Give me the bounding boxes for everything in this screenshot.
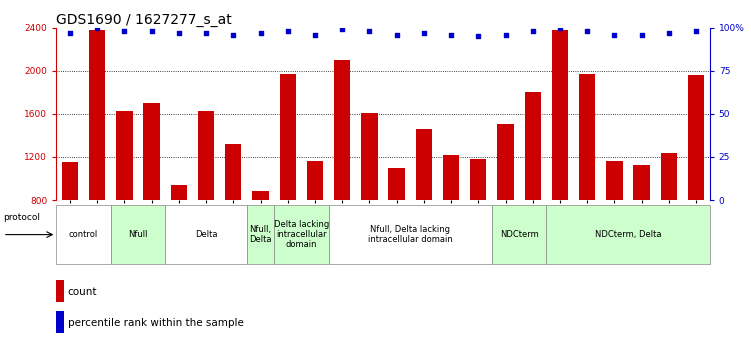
Bar	[334, 60, 350, 200]
Point	[146, 28, 158, 34]
Bar	[165, 205, 247, 264]
Text: percentile rank within the sample: percentile rank within the sample	[68, 318, 243, 327]
Point	[581, 28, 593, 34]
Point	[418, 30, 430, 36]
Bar	[579, 74, 596, 200]
Text: NDCterm: NDCterm	[499, 230, 538, 239]
Bar	[388, 168, 405, 200]
Bar	[416, 129, 432, 200]
Bar	[274, 205, 328, 264]
Point	[526, 28, 538, 34]
Bar	[56, 280, 65, 302]
Point	[282, 28, 294, 34]
Point	[635, 32, 647, 37]
Bar	[225, 144, 241, 200]
Point	[309, 32, 321, 37]
Bar	[62, 162, 78, 200]
Bar	[170, 185, 187, 200]
Point	[472, 33, 484, 39]
Bar	[56, 205, 111, 264]
Point	[91, 25, 103, 30]
Bar	[492, 205, 547, 264]
Bar	[470, 159, 487, 200]
Bar	[443, 155, 459, 200]
Point	[391, 32, 403, 37]
Bar	[56, 312, 65, 333]
Point	[200, 30, 212, 36]
Text: GDS1690 / 1627277_s_at: GDS1690 / 1627277_s_at	[56, 12, 232, 27]
Point	[499, 32, 511, 37]
Text: control: control	[69, 230, 98, 239]
Point	[173, 30, 185, 36]
Bar	[306, 161, 323, 200]
Text: Delta lacking
intracellular
domain: Delta lacking intracellular domain	[273, 220, 329, 249]
Text: count: count	[68, 287, 97, 296]
Bar	[547, 205, 710, 264]
Bar	[252, 191, 269, 200]
Text: Delta: Delta	[195, 230, 217, 239]
Bar	[198, 111, 214, 200]
Bar	[111, 205, 165, 264]
Text: Nfull, Delta lacking
intracellular domain: Nfull, Delta lacking intracellular domai…	[368, 225, 453, 244]
Bar	[328, 205, 492, 264]
Bar	[552, 30, 568, 200]
Text: Nfull: Nfull	[128, 230, 148, 239]
Point	[363, 28, 376, 34]
Point	[336, 27, 348, 32]
Point	[228, 32, 240, 37]
Point	[255, 30, 267, 36]
Bar	[524, 92, 541, 200]
Bar	[247, 205, 274, 264]
Point	[64, 30, 76, 36]
Point	[554, 25, 566, 30]
Text: NDCterm, Delta: NDCterm, Delta	[595, 230, 662, 239]
Text: protocol: protocol	[3, 213, 40, 221]
Bar	[89, 30, 105, 200]
Text: Nfull,
Delta: Nfull, Delta	[249, 225, 272, 244]
Point	[663, 30, 675, 36]
Bar	[661, 152, 677, 200]
Bar	[279, 74, 296, 200]
Point	[690, 28, 702, 34]
Point	[445, 32, 457, 37]
Bar	[606, 161, 623, 200]
Bar	[143, 103, 160, 200]
Bar	[633, 165, 650, 200]
Point	[119, 28, 131, 34]
Bar	[497, 124, 514, 200]
Point	[608, 32, 620, 37]
Bar	[361, 113, 378, 200]
Bar	[688, 75, 704, 200]
Bar	[116, 111, 132, 200]
